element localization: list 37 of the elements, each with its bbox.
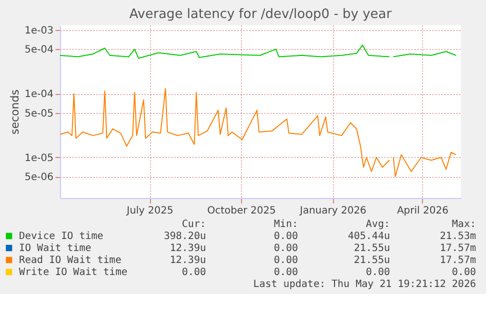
text: 0.00 bbox=[274, 255, 298, 266]
legend-label: Read IO Wait time bbox=[19, 255, 122, 266]
text: 17.57m bbox=[440, 255, 476, 266]
x-tick-label: October 2025 bbox=[207, 206, 276, 216]
chart-title: Average latency for /dev/loop0 - by year bbox=[129, 7, 392, 22]
text: 21.55u bbox=[354, 255, 390, 266]
text: 0.00 bbox=[452, 267, 476, 278]
y-axis-title: seconds bbox=[8, 89, 22, 134]
text: Avg: bbox=[366, 219, 390, 230]
text: 405.44u bbox=[348, 231, 390, 242]
text: 17.57m bbox=[440, 243, 476, 254]
text: Last update: Thu May 21 19:21:12 2026 bbox=[253, 279, 476, 290]
y-tick-label: 5e-04 bbox=[24, 44, 54, 56]
x-tick-label: July 2025 bbox=[126, 206, 174, 216]
text: Cur: bbox=[182, 219, 206, 230]
text: 398.20u bbox=[164, 231, 206, 242]
text: 12.39u bbox=[170, 255, 206, 266]
text: 0.00 bbox=[274, 267, 298, 278]
y-tick-label: 1e-04 bbox=[24, 89, 54, 100]
y-tick-label: 1e-03 bbox=[24, 26, 54, 37]
x-tick-label: April 2026 bbox=[396, 206, 448, 216]
text: 21.55u bbox=[354, 243, 390, 254]
text: 0.00 bbox=[366, 267, 390, 278]
text: 0.00 bbox=[274, 243, 298, 254]
text: 0.00 bbox=[182, 267, 206, 278]
legend-label: Device IO time bbox=[19, 231, 104, 242]
text: Min: bbox=[274, 219, 298, 230]
y-tick-label: 5e-05 bbox=[24, 108, 54, 120]
text: 12.39u bbox=[170, 243, 206, 254]
legend-label: Write IO Wait time bbox=[19, 267, 128, 278]
text: 21.53m bbox=[440, 231, 476, 242]
y-tick-label: 1e-05 bbox=[24, 152, 54, 164]
text: Max: bbox=[452, 219, 476, 230]
legend-label: IO Wait time bbox=[19, 243, 92, 254]
y-tick-label: 5e-06 bbox=[24, 172, 54, 184]
x-tick-label: January 2026 bbox=[298, 206, 366, 216]
text: 0.00 bbox=[274, 231, 298, 242]
